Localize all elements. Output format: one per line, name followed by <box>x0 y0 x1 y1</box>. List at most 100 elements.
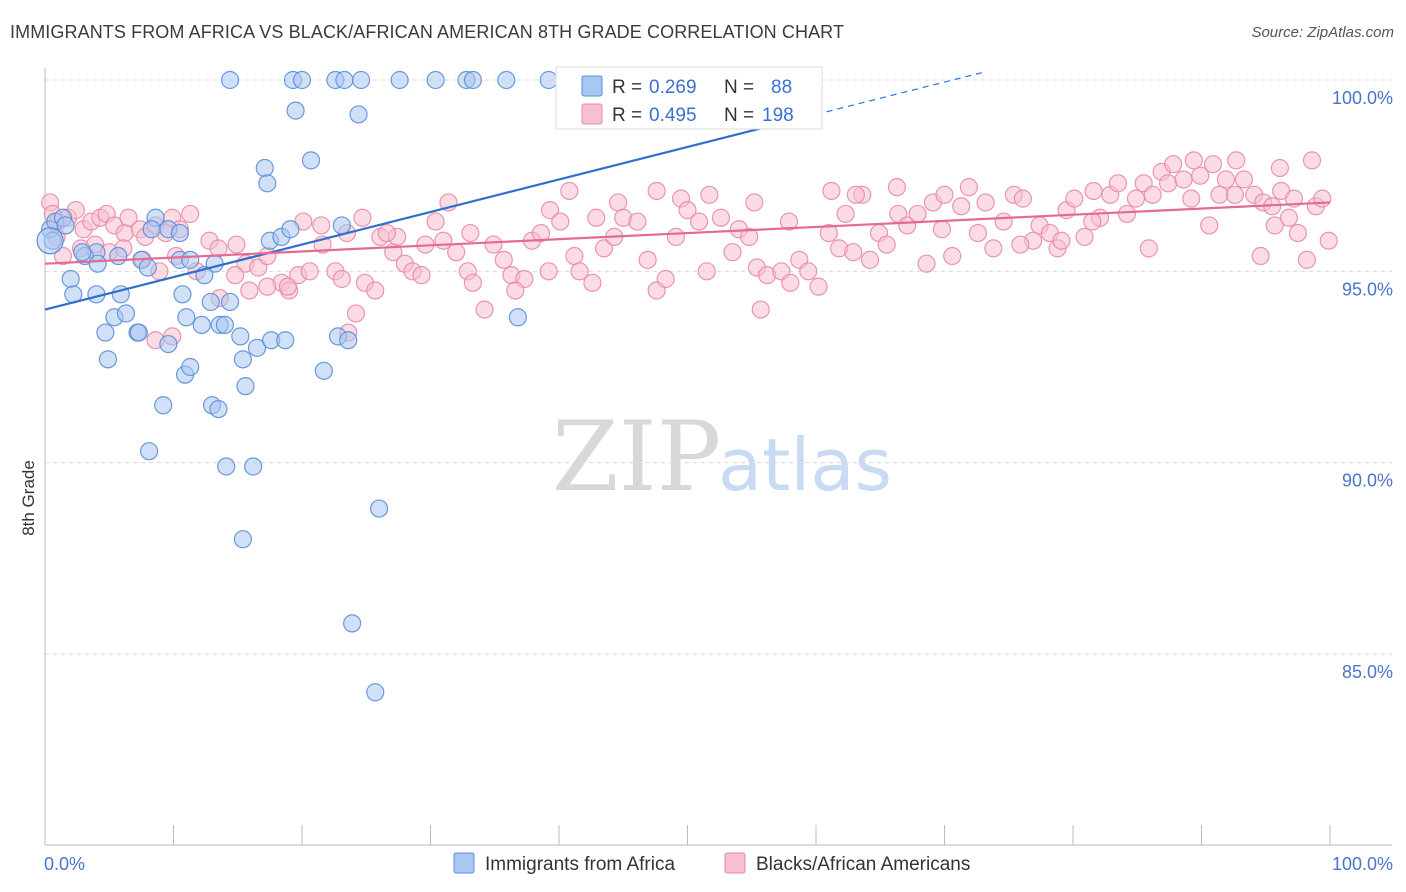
blue-point <box>139 442 159 461</box>
blue-point <box>96 323 115 342</box>
blue-point <box>220 70 240 90</box>
pink-point <box>781 273 800 292</box>
pink-point <box>917 254 936 273</box>
blue-point <box>129 323 148 342</box>
blue-point <box>352 70 371 90</box>
pink-point <box>638 250 657 269</box>
blue-point <box>236 377 255 396</box>
blue-point <box>255 158 274 178</box>
pink-point <box>53 246 73 266</box>
bottom-legend-swatch-pink <box>724 852 746 874</box>
pink-point <box>836 204 855 224</box>
pink-point <box>819 223 838 243</box>
blue-point <box>73 243 92 262</box>
pink-point <box>689 212 709 231</box>
bottom-legend-swatch-blue <box>453 852 475 874</box>
pink-point <box>860 250 880 269</box>
pink-point <box>678 201 697 220</box>
pink-point <box>877 235 896 254</box>
pink-point <box>1251 246 1270 266</box>
blue-point <box>181 357 200 377</box>
pink-point <box>1158 174 1178 193</box>
blue-point <box>170 223 190 243</box>
pink-point <box>751 300 770 319</box>
pink-point <box>332 269 351 289</box>
pink-point <box>1052 231 1071 250</box>
pink-point <box>226 266 245 285</box>
blue-point <box>339 331 358 350</box>
pink-point <box>1270 158 1289 178</box>
blue-point <box>233 350 252 369</box>
blue-point <box>332 216 351 235</box>
pink-point <box>976 193 995 212</box>
legend-n-label-2: N = <box>724 105 754 126</box>
blue-point <box>247 338 267 357</box>
legend-n-label-1: N = <box>724 77 754 98</box>
legend-r-value-1: 0.269 <box>649 77 697 98</box>
pink-point <box>531 223 551 243</box>
legend-r-label-2: R = <box>612 105 642 126</box>
blue-point <box>233 530 252 549</box>
blue-point <box>426 70 445 90</box>
pink-point <box>799 262 818 281</box>
pink-point <box>434 231 453 250</box>
blue-point <box>390 70 409 90</box>
trend-lines <box>44 71 1331 311</box>
pink-point <box>628 212 647 231</box>
series-legend: Immigrants from Africa Blacks/African Am… <box>453 852 970 875</box>
pink-point <box>952 197 971 216</box>
pink-point <box>240 281 259 300</box>
blue-point <box>217 457 236 476</box>
pink-point <box>565 246 584 266</box>
pink-point <box>994 212 1013 231</box>
pink-point <box>227 235 246 254</box>
blue-point <box>231 327 250 346</box>
pink-point <box>1302 151 1322 170</box>
pink-point <box>539 262 558 281</box>
pink-point <box>984 239 1003 258</box>
pink-point <box>594 239 614 258</box>
y-axis-label: 8th Grade <box>19 460 38 536</box>
pink-point <box>551 212 570 231</box>
source-credit: Source: ZipAtlas.com <box>1251 24 1394 41</box>
pink-point <box>1191 166 1210 185</box>
blue-point <box>173 285 192 304</box>
pink-point <box>809 277 828 296</box>
pink-point <box>1075 227 1094 246</box>
legend-swatch-blue <box>581 75 603 97</box>
pink-point <box>494 250 513 269</box>
watermark-atlas: atlas <box>718 423 892 507</box>
pink-point <box>463 273 483 292</box>
pink-point <box>258 246 277 266</box>
pink-point <box>887 178 907 197</box>
pink-point <box>1210 185 1229 204</box>
blue-point <box>154 396 173 415</box>
blue-point <box>286 101 305 120</box>
pink-point <box>656 269 675 289</box>
blue-point <box>138 258 157 277</box>
x-tick-label-end: 100.0% <box>1332 854 1393 874</box>
blue-point <box>244 457 263 476</box>
blue-point <box>192 315 211 335</box>
blue-point <box>220 292 240 312</box>
legend-n-value-1: 88 <box>771 77 792 98</box>
pink-point <box>353 208 372 227</box>
pink-point <box>1065 189 1084 208</box>
pink-point <box>1083 212 1102 231</box>
trend-line-immigrants-extension <box>815 71 984 116</box>
series-immigrants-from-africa <box>36 70 558 702</box>
chart-title: IMMIGRANTS FROM AFRICA VS BLACK/AFRICAN … <box>10 22 845 42</box>
legend-r-label-1: R = <box>612 77 642 98</box>
pink-point <box>119 208 138 227</box>
blue-point-cluster <box>36 227 64 255</box>
blue-point <box>215 315 234 335</box>
blue-point <box>301 151 321 170</box>
pink-point <box>740 227 759 246</box>
y-tick-label: 100.0% <box>1332 88 1393 108</box>
x-tick-label-start: 0.0% <box>44 854 85 874</box>
blue-point <box>292 70 312 90</box>
pink-point <box>1200 216 1219 235</box>
pink-point <box>700 185 719 204</box>
blue-point <box>276 331 295 350</box>
pink-point <box>1013 189 1032 208</box>
